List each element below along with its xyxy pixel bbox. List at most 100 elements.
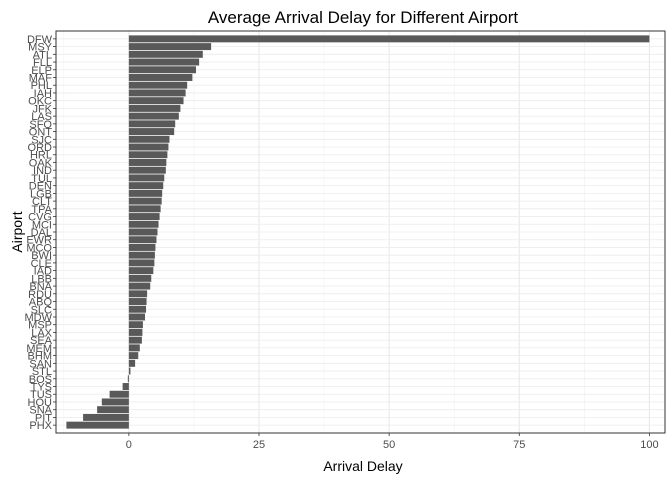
chart-title: Average Arrival Delay for Different Airp… [208, 8, 519, 27]
y-tick-label: PHL [31, 80, 52, 92]
bar [128, 290, 148, 298]
bar [128, 74, 193, 81]
bar [128, 313, 146, 321]
y-tick-label: SAN [29, 358, 52, 370]
y-tick-label: BNA [29, 281, 52, 293]
y-tick-label: LAS [31, 111, 52, 123]
y-tick-label: IND [33, 165, 52, 177]
bar [128, 120, 176, 128]
bar [128, 50, 203, 58]
y-tick-label: TYS [31, 382, 52, 394]
y-tick-label: LGB [30, 188, 52, 200]
y-tick-label: HOU [28, 397, 53, 409]
x-tick-label: 75 [513, 439, 525, 451]
bar [128, 228, 158, 236]
bar [128, 174, 165, 182]
y-tick-label: MEM [26, 343, 52, 355]
bars [66, 35, 650, 429]
y-tick-label: MSP [28, 320, 52, 332]
y-tick-label: TPA [31, 204, 52, 216]
bar [83, 413, 129, 421]
bar [128, 158, 167, 166]
y-tick-label: SNA [29, 405, 52, 417]
bar [128, 274, 152, 282]
y-tick-labels: DFWMSYATLFLLELPMAFPHLIAHOKCJFKLASSFOONTS… [25, 34, 56, 432]
y-tick-label: MSY [28, 42, 53, 54]
y-tick-label: IAH [34, 88, 52, 100]
bar [128, 367, 131, 375]
bar [128, 112, 179, 120]
bar [128, 189, 163, 197]
bar [128, 259, 155, 267]
y-tick-label: LBB [31, 273, 52, 285]
x-tick-label: 0 [126, 439, 132, 451]
x-tick-label: 50 [383, 439, 395, 451]
y-tick-label: ATL [33, 49, 52, 61]
y-tick-label: EWR [26, 235, 52, 247]
y-tick-label: RDU [28, 289, 52, 301]
y-tick-label: JFK [32, 103, 52, 115]
y-tick-label: FLL [33, 57, 52, 69]
y-tick-label: STL [32, 366, 52, 378]
bar [128, 336, 142, 344]
y-tick-label: MCI [32, 219, 52, 231]
bar [128, 321, 143, 329]
y-tick-label: PHX [29, 420, 52, 432]
y-tick-label: OKC [28, 96, 52, 108]
y-tick-label: LAX [31, 327, 52, 339]
y-tick-label: ABQ [29, 297, 53, 309]
bar [128, 328, 143, 336]
y-tick-label: HRL [30, 150, 52, 162]
y-tick-label: ORD [28, 142, 53, 154]
bar [128, 213, 160, 221]
bar [128, 282, 151, 290]
bar [128, 35, 650, 43]
bar [128, 359, 136, 367]
y-tick-label: DFW [27, 34, 53, 46]
bar [128, 220, 159, 228]
bar [128, 344, 140, 352]
y-tick-label: MDW [25, 312, 53, 324]
x-tick-label: 100 [640, 439, 658, 451]
y-tick-label: MCO [26, 242, 52, 254]
bar [101, 398, 129, 406]
bar [128, 43, 212, 51]
bar [109, 390, 129, 398]
y-tick-label: ELP [31, 65, 52, 77]
bar [128, 267, 154, 275]
y-tick-label: DEN [29, 181, 52, 193]
y-tick-label: TUS [30, 389, 52, 401]
bar [66, 421, 129, 429]
y-tick-label: CLT [32, 196, 52, 208]
bar [128, 298, 147, 306]
x-axis-title: Arrival Delay [323, 458, 402, 474]
bar [128, 236, 157, 244]
bar [128, 58, 200, 66]
y-tick-label: CLE [31, 258, 52, 270]
y-tick-label: BWI [31, 250, 52, 262]
bar [128, 128, 175, 136]
y-tick-label: TUL [31, 173, 52, 185]
bar [128, 251, 155, 259]
x-tick-labels: 0 25 50 75 100 [126, 433, 659, 451]
bar [128, 352, 139, 360]
bar [128, 182, 164, 190]
y-tick-label: ONT [29, 127, 53, 139]
bar [128, 66, 197, 74]
bar [122, 383, 129, 390]
bar [128, 166, 166, 174]
bar [128, 205, 161, 213]
y-tick-label: MAF [29, 72, 53, 84]
y-axis-title: Airport [9, 211, 25, 252]
y-tick-label: SEA [30, 335, 53, 347]
bar [128, 243, 156, 251]
bar [128, 104, 181, 112]
y-tick-label: BHM [28, 351, 52, 363]
y-tick-label: BOS [29, 374, 52, 386]
y-tick-label: DAL [31, 227, 52, 239]
bar [128, 89, 186, 97]
y-tick-label: PIT [35, 412, 52, 424]
bar [128, 197, 162, 205]
